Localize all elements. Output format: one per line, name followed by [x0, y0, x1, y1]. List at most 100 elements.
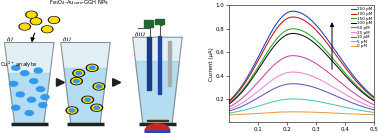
5 pM: [318, 101, 323, 103]
10 pM: [274, 87, 278, 89]
100 pM: [274, 43, 278, 45]
200 pM: [226, 101, 231, 103]
Circle shape: [74, 70, 83, 76]
Circle shape: [28, 97, 36, 102]
Circle shape: [92, 105, 101, 110]
250 pM: [318, 30, 323, 31]
250 pM: [226, 100, 231, 102]
150 pM: [284, 30, 288, 31]
5 pM: [274, 100, 278, 102]
Circle shape: [69, 109, 75, 112]
Line: 200 pM: 200 pM: [229, 17, 374, 102]
5 pM: [291, 98, 295, 100]
25 pM: [333, 87, 337, 89]
10 pM: [372, 109, 376, 111]
5 pM: [284, 98, 288, 100]
10 pM: [226, 110, 231, 112]
Circle shape: [50, 17, 59, 23]
0 pM: [291, 111, 295, 113]
10 pM: [291, 83, 295, 85]
Wedge shape: [145, 124, 170, 131]
Circle shape: [16, 92, 24, 97]
50 pM: [372, 104, 376, 106]
Circle shape: [66, 107, 78, 114]
Circle shape: [82, 96, 94, 103]
50 pM: [332, 76, 336, 78]
Polygon shape: [61, 43, 110, 124]
Circle shape: [39, 103, 47, 107]
200 pM: [244, 80, 248, 82]
Circle shape: [19, 23, 30, 30]
Circle shape: [83, 97, 92, 102]
Polygon shape: [5, 43, 54, 124]
Circle shape: [12, 65, 20, 70]
25 pM: [284, 72, 288, 74]
Circle shape: [90, 66, 95, 69]
Text: Cu$^{2+}$ analyte: Cu$^{2+}$ analyte: [0, 59, 37, 70]
10 pM: [333, 95, 337, 96]
100 pM: [332, 62, 336, 64]
100 pM: [226, 103, 231, 105]
50 pM: [284, 56, 288, 58]
Circle shape: [91, 104, 102, 111]
5 pM: [333, 104, 337, 106]
Bar: [147, 37, 151, 90]
Bar: [158, 36, 161, 94]
Line: 100 pM: 100 pM: [229, 33, 374, 104]
50 pM: [333, 77, 337, 79]
Circle shape: [94, 84, 104, 89]
250 pM: [372, 96, 376, 98]
5 pM: [226, 112, 231, 114]
Circle shape: [93, 83, 105, 90]
25 pM: [244, 99, 248, 101]
Circle shape: [30, 79, 38, 84]
Circle shape: [86, 64, 98, 71]
Circle shape: [30, 18, 42, 25]
Text: (i): (i): [7, 37, 14, 42]
25 pM: [291, 71, 295, 73]
25 pM: [226, 109, 231, 110]
250 pM: [244, 78, 248, 80]
25 pM: [318, 79, 323, 81]
Wedge shape: [145, 131, 170, 133]
50 pM: [274, 62, 278, 64]
150 pM: [318, 44, 323, 45]
Line: 25 pM: 25 pM: [229, 72, 374, 109]
5 pM: [372, 112, 376, 113]
Line: 10 pM: 10 pM: [229, 84, 374, 111]
Polygon shape: [8, 73, 50, 124]
Text: Fe$_3$O$_4$-Au$_{\rm core}$-GGH NPs: Fe$_3$O$_4$-Au$_{\rm core}$-GGH NPs: [50, 0, 109, 7]
Circle shape: [9, 81, 17, 86]
Circle shape: [71, 78, 82, 85]
200 pM: [332, 52, 336, 53]
250 pM: [291, 10, 295, 12]
Circle shape: [88, 65, 97, 70]
0 pM: [332, 112, 336, 114]
200 pM: [274, 29, 278, 30]
150 pM: [333, 60, 337, 62]
50 pM: [226, 106, 231, 108]
FancyBboxPatch shape: [144, 20, 153, 27]
150 pM: [332, 59, 336, 61]
Circle shape: [25, 111, 33, 115]
Circle shape: [34, 68, 42, 73]
Line: 250 pM: 250 pM: [229, 11, 374, 101]
Circle shape: [72, 78, 81, 84]
200 pM: [333, 53, 337, 54]
Circle shape: [67, 108, 76, 113]
0 pM: [226, 114, 231, 116]
150 pM: [274, 39, 278, 40]
200 pM: [372, 97, 376, 99]
10 pM: [244, 104, 248, 105]
100 pM: [244, 86, 248, 88]
50 pM: [244, 94, 248, 95]
Circle shape: [36, 87, 45, 92]
Polygon shape: [133, 37, 182, 124]
Circle shape: [31, 19, 40, 24]
50 pM: [318, 66, 323, 67]
100 pM: [372, 100, 376, 102]
Line: 150 pM: 150 pM: [229, 29, 374, 104]
150 pM: [291, 28, 295, 30]
0 pM: [274, 111, 278, 113]
25 pM: [274, 77, 278, 78]
